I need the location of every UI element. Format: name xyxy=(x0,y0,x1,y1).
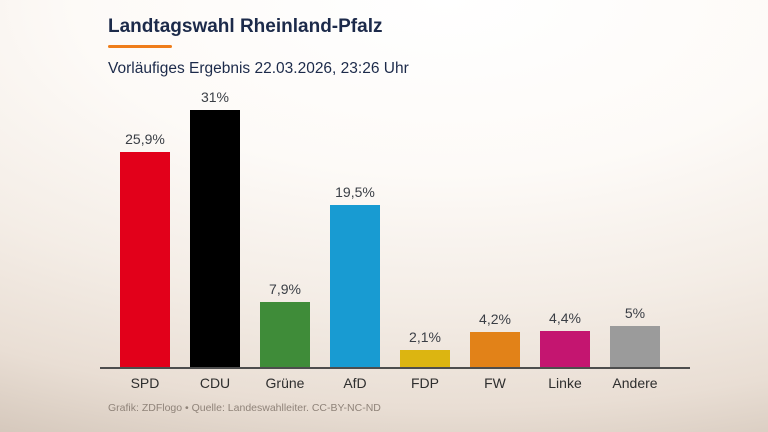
x-axis-line xyxy=(100,367,690,369)
bar-column-spd: 25,9% xyxy=(120,131,170,367)
bar-value-label-fw: 4,2% xyxy=(479,311,511,328)
bar-fdp xyxy=(400,349,450,367)
page-title: Landtagswahl Rheinland-Pfalz xyxy=(108,16,383,37)
bar-andere xyxy=(610,325,660,367)
bar-fw xyxy=(470,332,520,367)
bar-column-afd: 19,5% xyxy=(330,184,380,367)
title-accent-underline xyxy=(108,45,172,48)
x-label-linke: Linke xyxy=(548,375,582,391)
bar-column-fw: 4,2% xyxy=(470,311,520,367)
bar-grüne xyxy=(260,301,310,367)
x-label-andere: Andere xyxy=(612,375,658,391)
bar-value-label-andere: 5% xyxy=(624,304,646,321)
bar-value-label-fdp: 2,1% xyxy=(409,328,441,345)
bar-value-label-spd: 25,9% xyxy=(125,131,165,148)
bar-cdu xyxy=(190,110,240,367)
x-label-fdp: FDP xyxy=(411,375,439,391)
bars-row: 25,9% 31% 7,9% 19,5% 2,1% 4,2% 4,4% 5% xyxy=(100,89,690,367)
bar-column-fdp: 2,1% xyxy=(400,329,450,367)
bar-linke xyxy=(540,330,590,367)
x-label-afd: AfD xyxy=(343,375,367,391)
x-axis-labels: SPD CDU Grüne AfD FDP FW Linke Andere xyxy=(100,375,690,391)
x-label-cdu: CDU xyxy=(199,375,231,391)
attribution-credit: Grafik: ZDFlogo • Quelle: Landeswahlleit… xyxy=(108,402,381,414)
bar-value-label-linke: 4,4% xyxy=(549,309,581,326)
bar-column-linke: 4,4% xyxy=(540,310,590,367)
bar-column-andere: 5% xyxy=(610,305,660,367)
x-label-spd: SPD xyxy=(130,375,160,391)
x-label-fw: FW xyxy=(484,375,506,391)
bar-value-label-cdu: 31% xyxy=(200,89,230,105)
chart-subtitle: Vorläufiges Ergebnis 22.03.2026, 23:26 U… xyxy=(108,60,409,77)
bar-column-cdu: 31% xyxy=(190,89,240,367)
bar-column-grüne: 7,9% xyxy=(260,281,310,367)
bar-value-label-grüne: 7,9% xyxy=(269,280,301,297)
chart-header: Landtagswahl Rheinland-Pfalz Vorläufiges… xyxy=(108,16,409,78)
bar-value-label-afd: 19,5% xyxy=(335,184,375,201)
bar-spd xyxy=(120,152,170,367)
bar-afd xyxy=(330,205,380,367)
bar-chart: 25,9% 31% 7,9% 19,5% 2,1% 4,2% 4,4% 5% SPD CDU Gr… xyxy=(100,89,690,391)
x-label-grüne: Grüne xyxy=(265,375,305,391)
